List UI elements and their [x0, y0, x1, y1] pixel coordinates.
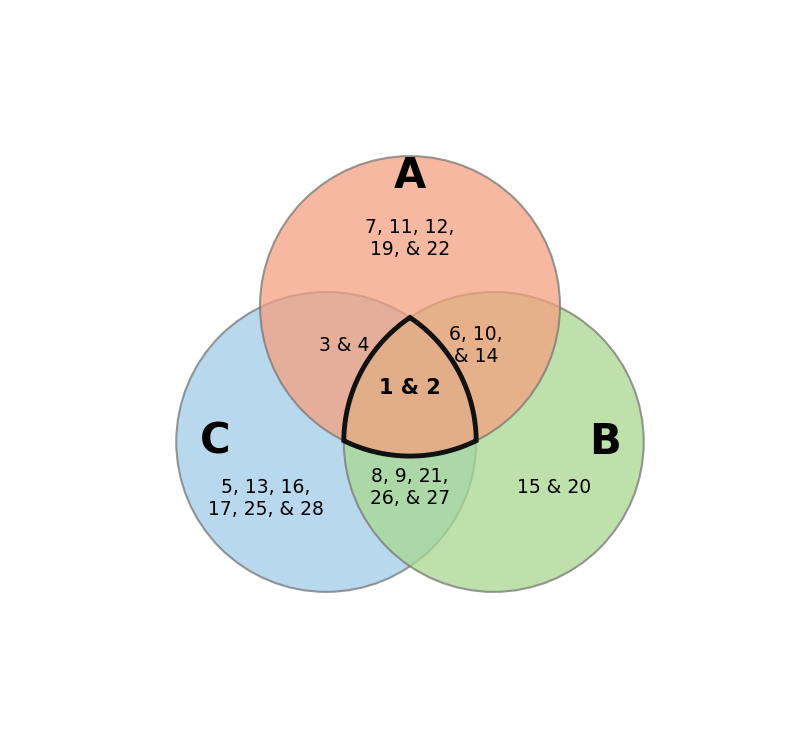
Text: 15 & 20: 15 & 20 [518, 478, 591, 497]
Text: 6, 10,
& 14: 6, 10, & 14 [450, 325, 503, 366]
Circle shape [344, 292, 644, 592]
Text: 1 & 2: 1 & 2 [379, 378, 441, 398]
Text: 3 & 4: 3 & 4 [318, 336, 369, 355]
Text: 7, 11, 12,
19, & 22: 7, 11, 12, 19, & 22 [366, 218, 454, 259]
Circle shape [260, 156, 560, 456]
Circle shape [176, 292, 476, 592]
Text: A: A [394, 155, 426, 197]
Text: 8, 9, 21,
26, & 27: 8, 9, 21, 26, & 27 [370, 467, 450, 508]
Text: 5, 13, 16,
17, 25, & 28: 5, 13, 16, 17, 25, & 28 [208, 478, 324, 519]
Text: C: C [199, 421, 230, 463]
Text: B: B [590, 421, 621, 463]
